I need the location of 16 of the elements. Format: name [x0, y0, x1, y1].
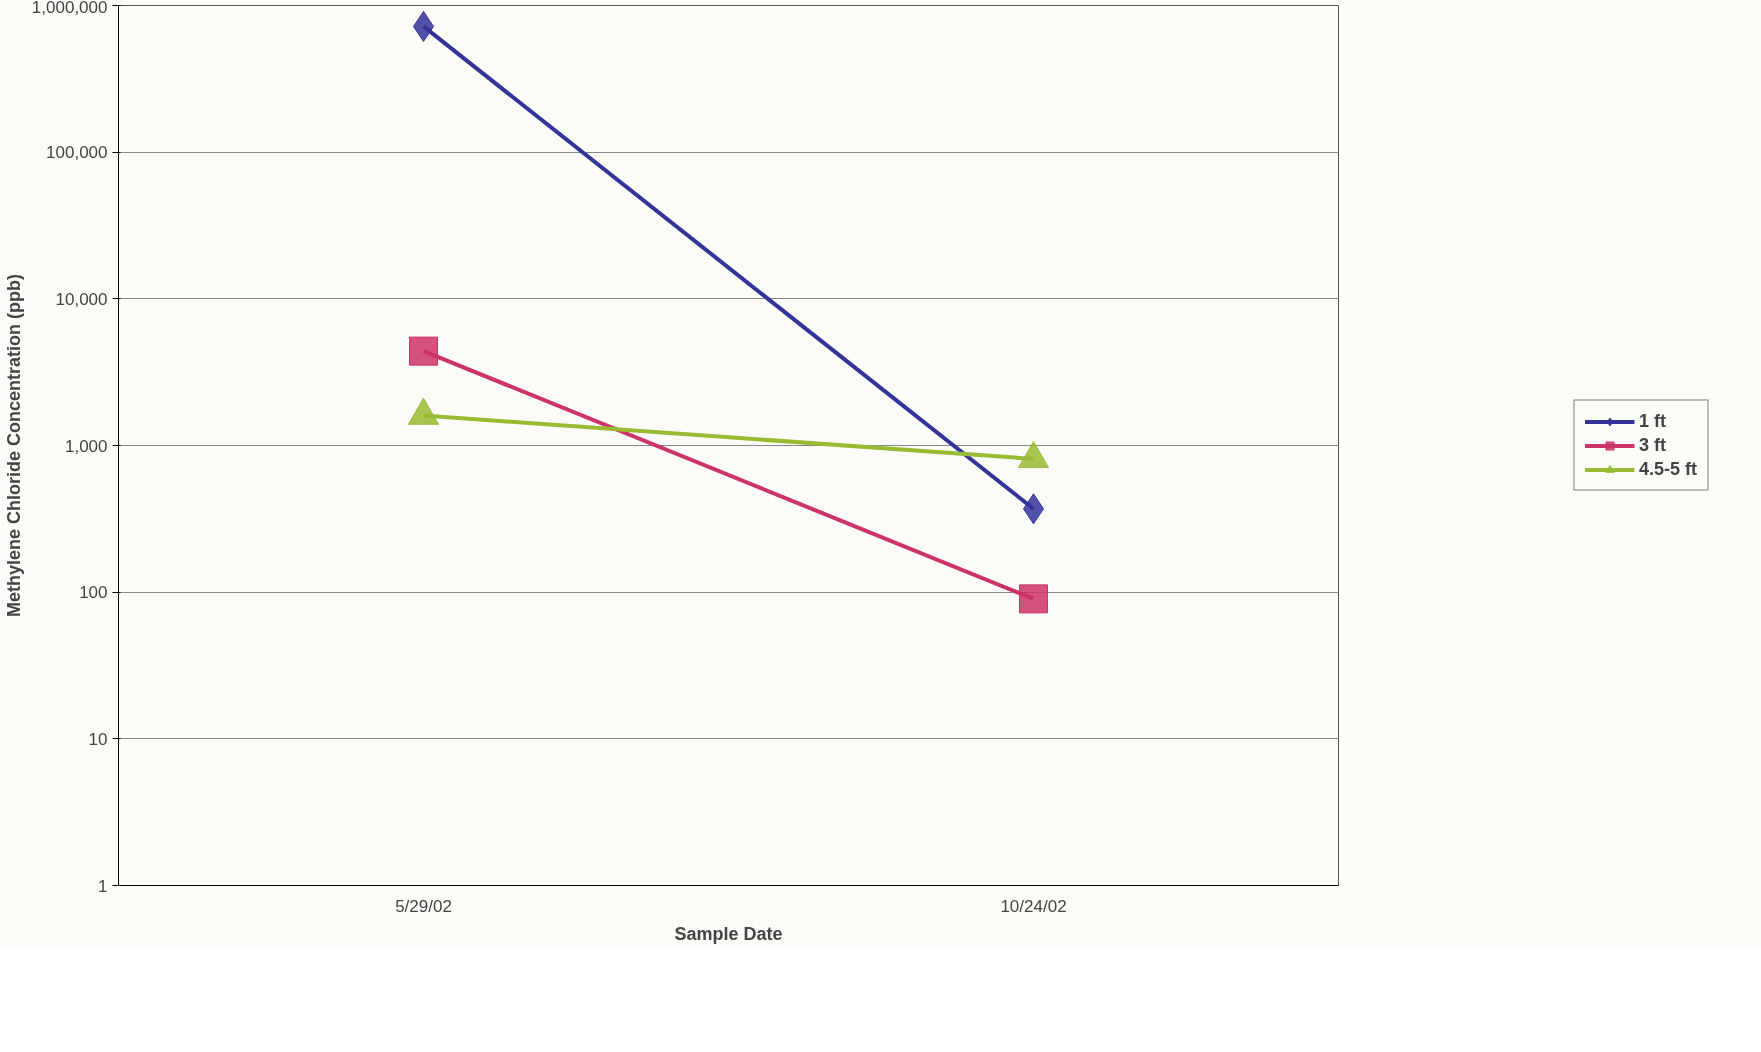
- legend-label: 3 ft: [1638, 434, 1666, 456]
- x-axis-title: Sample Date: [674, 923, 783, 944]
- x-tick-label: 5/29/02: [395, 896, 452, 916]
- y-tick-label: 10: [88, 729, 108, 749]
- y-tick-label: 1: [98, 876, 108, 896]
- y-tick-label: 100: [79, 583, 108, 603]
- legend-label: 1 ft: [1638, 410, 1666, 432]
- x-tick-label: 10/24/02: [1000, 896, 1067, 916]
- y-axis-title: Methylene Chloride Concentration (ppb): [3, 273, 24, 617]
- y-tick-label: 1,000: [64, 436, 108, 456]
- y-tick-label: 100,000: [46, 143, 108, 163]
- point: [1019, 584, 1048, 614]
- y-tick-label: 1,000,000: [31, 0, 108, 17]
- legend-label: 4.5-5 ft: [1638, 458, 1698, 480]
- y-tick-label: 10,000: [55, 289, 108, 309]
- point: [409, 336, 438, 366]
